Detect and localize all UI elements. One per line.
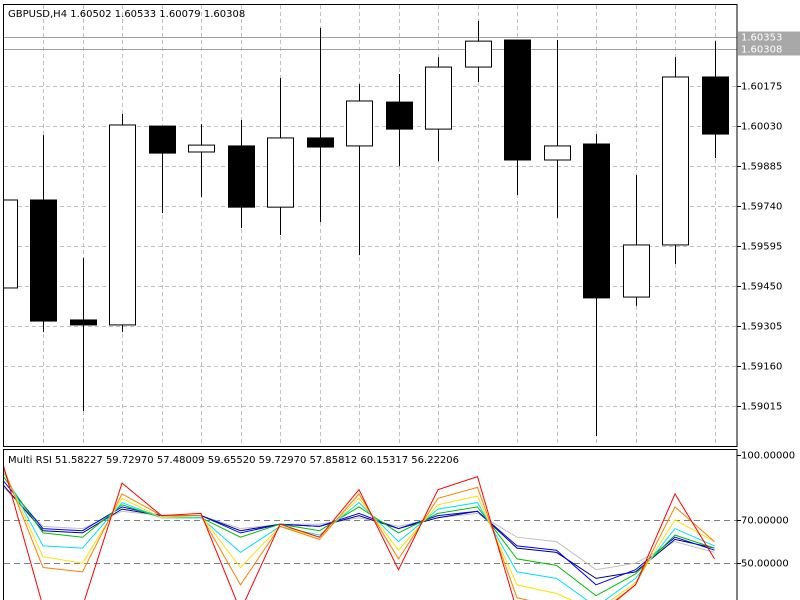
- rsi-line: [4, 465, 715, 600]
- rsi-lines: [4, 465, 715, 600]
- candle-body: [109, 124, 136, 326]
- price-label-box: [738, 43, 800, 56]
- y-tick-label: 1.60175: [741, 82, 782, 93]
- main-frame: [3, 4, 738, 447]
- candle-body: [623, 244, 650, 298]
- y-tick-label: 1.59885: [741, 162, 782, 173]
- candle-body: [149, 125, 176, 154]
- rsi-line: [4, 476, 715, 597]
- price-label-box: [738, 31, 800, 44]
- candle-body: [662, 76, 689, 246]
- candle-body: [267, 137, 294, 208]
- candle-body: [425, 66, 452, 130]
- rsi-plot: [4, 520, 737, 564]
- y-tick-label: 1.59450: [741, 282, 782, 293]
- rsi-line: [4, 485, 715, 579]
- y-tick-label: 1.59160: [741, 362, 782, 373]
- candle-body: [346, 100, 373, 147]
- candle-body: [465, 40, 492, 68]
- candles: [4, 20, 729, 437]
- rsi-header: Multi RSI 51.58227 59.72970 57.48009 59.…: [8, 455, 459, 466]
- candle-body: [30, 199, 57, 322]
- candle-body: [4, 199, 18, 289]
- candle-body: [544, 145, 571, 161]
- candle-body: [386, 101, 413, 130]
- y-tick-label: 1.59305: [741, 322, 782, 333]
- price-label: 1.60308: [741, 45, 782, 56]
- rsi-line: [4, 472, 715, 600]
- candle-body: [70, 319, 97, 326]
- candle-body: [188, 144, 215, 153]
- y-tick-label: 70.00000: [741, 516, 789, 527]
- y-tick-label: 50.00000: [741, 559, 789, 570]
- rsi-line: [4, 467, 715, 600]
- y-tick-label: 100.00000: [741, 451, 795, 462]
- candle-body: [228, 145, 255, 208]
- candle-body: [702, 76, 729, 135]
- price-label: 1.60353: [741, 33, 782, 44]
- rsi-line: [4, 487, 715, 571]
- candle-body: [307, 137, 334, 148]
- rsi-line: [4, 469, 715, 600]
- y-tick-label: 1.59595: [741, 242, 782, 253]
- candle-body: [583, 143, 610, 299]
- candle-body: [504, 39, 531, 161]
- rsi-line: [4, 480, 715, 586]
- y-tick-label: 1.59740: [741, 202, 782, 213]
- rsi-frame: [3, 449, 738, 600]
- symbol-header: GBPUSD,H4 1.60502 1.60533 1.60079 1.6030…: [8, 9, 245, 20]
- y-tick-label: 1.59015: [741, 402, 782, 413]
- y-tick-label: 1.60030: [741, 122, 782, 133]
